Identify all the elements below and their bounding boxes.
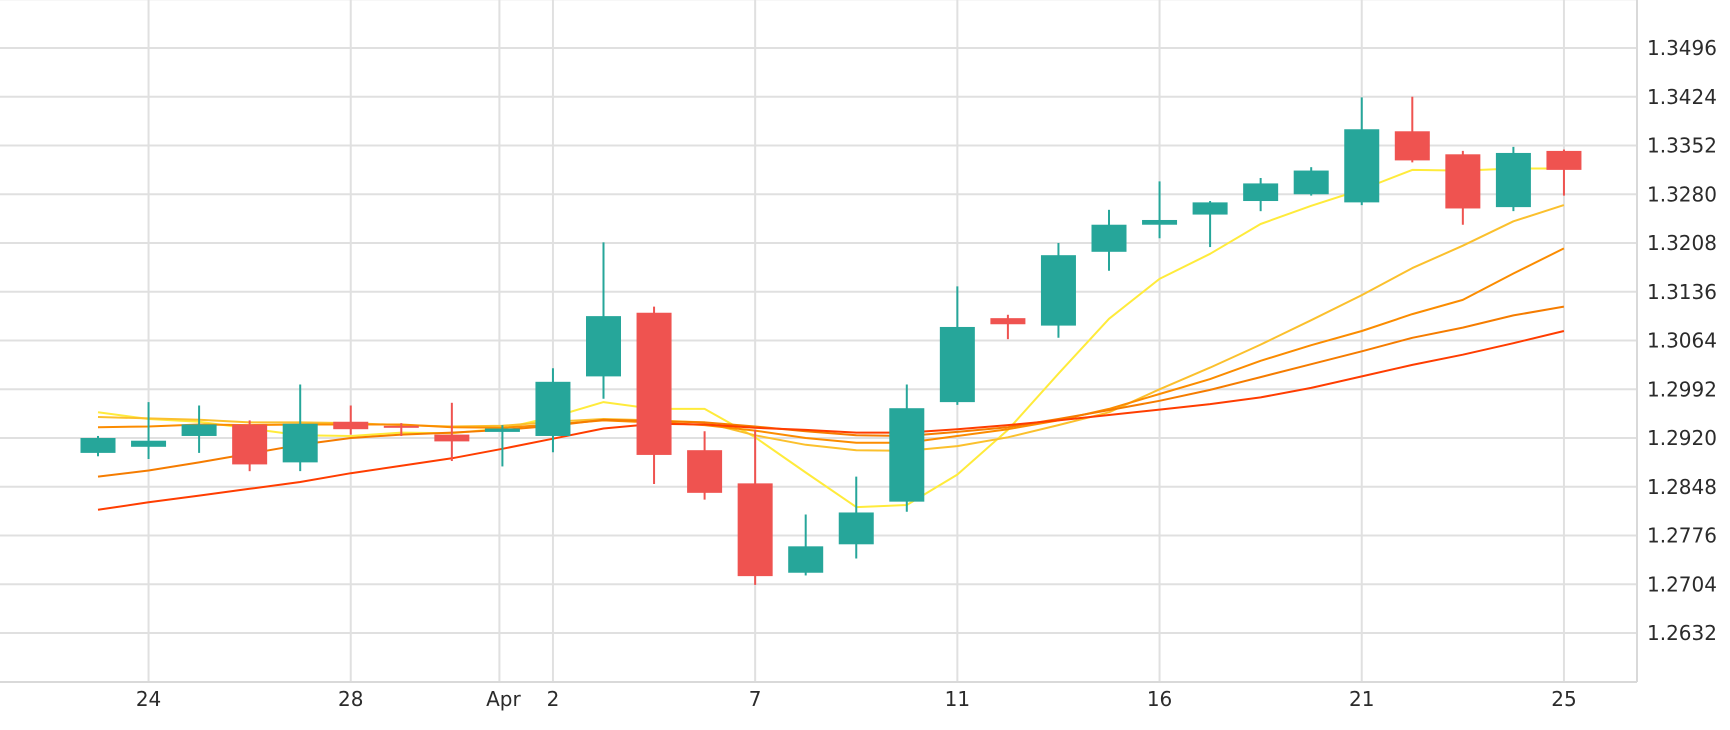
candle-up (181, 424, 217, 436)
moving-average-line-1 (97, 167, 1564, 509)
candle-down (687, 450, 723, 493)
candle-up (1495, 152, 1531, 208)
candle-down (990, 318, 1026, 325)
y-tick-label: 1.3064 (1647, 329, 1717, 353)
x-tick-label: 25 (1551, 687, 1576, 711)
x-tick-label: 16 (1147, 687, 1172, 711)
candle-up (1344, 129, 1380, 203)
candle-down (737, 483, 773, 577)
y-tick-label: 1.3496 (1647, 36, 1717, 60)
candle-down (333, 421, 369, 430)
y-tick-label: 1.2920 (1647, 426, 1717, 450)
candle-up (1192, 202, 1228, 215)
candle-down (636, 312, 672, 455)
moving-average-line-2 (97, 204, 1565, 452)
candle-up (80, 438, 116, 453)
x-tick-label: Apr (486, 687, 521, 711)
candle-up (131, 440, 167, 447)
candle-down (383, 425, 419, 428)
candle-up (1142, 219, 1178, 225)
y-tick-label: 1.3280 (1647, 182, 1717, 206)
candle-up (535, 381, 571, 436)
x-tick-label: 7 (749, 687, 762, 711)
candle-up (889, 408, 925, 502)
x-tick-label: 2 (547, 687, 560, 711)
candle-down (1546, 150, 1582, 170)
candle-up (788, 546, 824, 573)
moving-average-line-4 (97, 305, 1565, 478)
candle-down (1445, 154, 1481, 209)
y-tick-label: 1.2992 (1647, 377, 1717, 401)
candle-up (586, 316, 621, 377)
moving-average-line-5 (97, 330, 1565, 511)
x-tick-label: 11 (945, 687, 970, 711)
x-tick-label: 21 (1349, 687, 1374, 711)
candle-down (1394, 131, 1430, 161)
candle-up (939, 326, 975, 403)
y-tick-label: 1.2704 (1647, 572, 1717, 596)
candle-up (1040, 255, 1076, 326)
y-tick-label: 1.3424 (1647, 85, 1717, 109)
candle-down (232, 424, 268, 465)
y-tick-label: 1.2848 (1647, 475, 1717, 499)
candle-up (1091, 224, 1127, 252)
moving-average-line-3 (97, 247, 1565, 444)
y-tick-label: 1.2632 (1647, 621, 1717, 645)
candle-up (282, 423, 318, 463)
x-tick-label: 28 (338, 687, 363, 711)
candle-up (838, 512, 874, 545)
y-tick-label: 1.3136 (1647, 280, 1717, 304)
x-tick-label: 24 (136, 687, 161, 711)
candle-down (434, 434, 470, 442)
y-tick-label: 1.3352 (1647, 134, 1717, 158)
candle-up (1243, 183, 1279, 202)
y-tick-label: 1.2776 (1647, 524, 1717, 548)
candle-up (1293, 170, 1329, 195)
y-tick-label: 1.3208 (1647, 231, 1717, 255)
candle-up (484, 428, 520, 432)
